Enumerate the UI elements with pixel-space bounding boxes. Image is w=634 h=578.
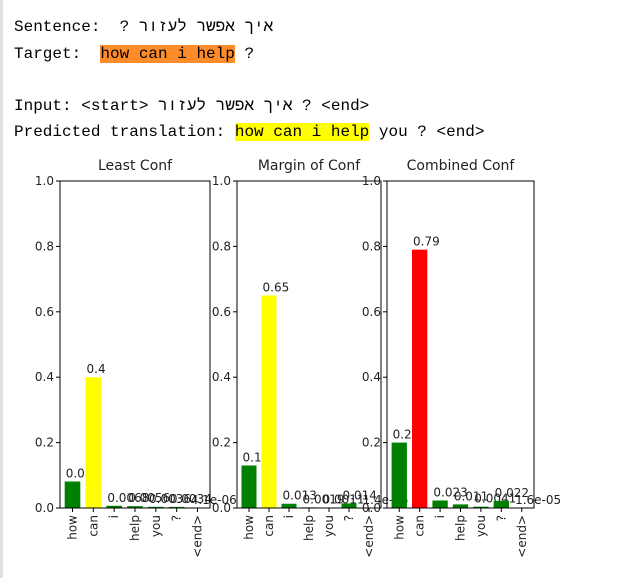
x-tick-label: you	[474, 515, 488, 537]
y-tick-label: 0.2	[362, 436, 381, 450]
bar	[168, 506, 185, 508]
value-label: 0.2	[393, 428, 412, 442]
highlight: how can i help	[100, 45, 235, 63]
bar	[341, 503, 357, 508]
y-tick-label: 1.0	[212, 174, 231, 188]
x-tick-label: i	[282, 515, 296, 518]
y-tick-label: 0.6	[362, 305, 381, 319]
axes-frame	[59, 180, 211, 509]
y-tick-label: 0.6	[35, 305, 54, 319]
y-tick-label: 0.8	[35, 239, 54, 253]
label: Sentence:	[14, 18, 101, 36]
value-label: 0.022	[495, 486, 529, 500]
y-tick-label: 0.0	[212, 501, 231, 515]
input: <start> איך אפשר לעזור ? <end>	[81, 97, 370, 115]
value-label: 0.4	[87, 362, 106, 376]
text: ?	[244, 45, 255, 63]
x-tick-label: can	[86, 515, 100, 537]
y-tick-label: 0.8	[362, 239, 381, 253]
y-tick-label: 0.6	[212, 305, 231, 319]
y-tick-label: 1.0	[362, 174, 381, 188]
value-label: 0.65	[263, 280, 290, 294]
bar	[127, 506, 143, 508]
bar	[473, 506, 489, 508]
bar	[412, 249, 428, 509]
x-tick-label: i	[107, 515, 121, 518]
value-label: 4.1e-06	[191, 493, 237, 507]
value-label: 0.79	[413, 235, 440, 249]
x-tick-label: help	[302, 515, 316, 541]
value-label: 0.023	[433, 485, 467, 499]
cell-border	[0, 0, 3, 578]
chart-title: Combined Conf	[407, 158, 516, 174]
chart-title: Margin of Conf	[258, 158, 361, 174]
value-label: 0.011	[454, 489, 488, 503]
text: you ? <end>	[378, 123, 485, 141]
label: Target:	[14, 45, 82, 63]
value-label: 0.013	[283, 489, 317, 503]
value-label: 1.6e-05	[515, 493, 561, 507]
value-label: 0.0056	[128, 491, 170, 505]
value-label: 0.0068	[107, 491, 149, 505]
x-tick-label: help	[128, 515, 142, 541]
predicted-line: Predicted translation: how can i help yo…	[14, 123, 485, 141]
y-tick-label: 0.4	[35, 370, 54, 384]
y-tick-label: 0.4	[362, 370, 381, 384]
x-tick-label: how	[392, 515, 406, 540]
axes-frame	[386, 180, 535, 509]
y-tick-label: 0.4	[212, 370, 231, 384]
y-tick-label: 0.0	[35, 501, 54, 515]
y-tick-label: 0.8	[212, 239, 231, 253]
sentence: איך אפשר לעזור ?	[119, 18, 274, 36]
y-tick-label: 0.2	[35, 436, 54, 450]
input-line: Input: <start> איך אפשר לעזור ? <end>	[14, 97, 369, 115]
value-label: 0.0034	[170, 492, 212, 506]
highlight: how can i help	[234, 123, 370, 141]
label: Predicted translation:	[14, 123, 226, 141]
x-tick-label: you	[149, 515, 163, 537]
x-tick-label: help	[454, 515, 468, 541]
bar	[241, 465, 257, 508]
x-tick-label: <end>	[191, 515, 205, 558]
x-tick-label: i	[433, 515, 447, 518]
x-tick-label: ?	[494, 515, 508, 521]
x-tick-label: can	[413, 515, 427, 537]
y-tick-label: 1.0	[35, 174, 54, 188]
bar	[391, 442, 407, 508]
bar	[261, 295, 277, 508]
bar	[85, 377, 102, 508]
y-tick-label: 0.2	[212, 436, 231, 450]
bar	[452, 504, 469, 508]
value-label: 0.014	[343, 488, 377, 502]
sentence-line: Sentence: איך אפשר לעזור ?	[14, 18, 273, 36]
value-label: 0.0011	[323, 493, 365, 507]
x-tick-label: ?	[342, 515, 356, 521]
x-tick-label: can	[262, 515, 276, 537]
value-label: 0.0019	[303, 492, 345, 506]
label: Input:	[14, 97, 72, 115]
value-label: 0.0036	[149, 492, 191, 506]
bar	[64, 481, 81, 508]
axes-frame	[236, 180, 382, 509]
x-tick-label: you	[322, 515, 336, 537]
bar	[493, 500, 509, 508]
bar	[432, 500, 448, 508]
chart-title: Least Conf	[98, 158, 173, 174]
bar	[106, 505, 122, 508]
bar	[281, 503, 297, 508]
x-tick-label: ?	[170, 515, 184, 521]
x-tick-label: <end>	[362, 515, 376, 558]
bar	[148, 506, 164, 508]
x-tick-label: <end>	[515, 515, 529, 558]
x-tick-label: how	[242, 515, 256, 540]
target-line: Target: how can i help ?	[14, 45, 254, 63]
y-tick-label: 0.0	[362, 501, 381, 515]
x-tick-label: how	[66, 515, 80, 540]
